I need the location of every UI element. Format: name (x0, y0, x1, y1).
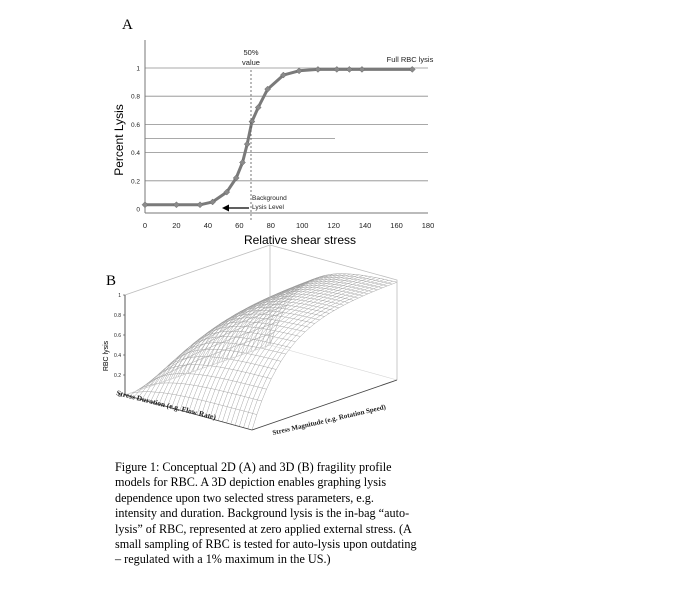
chart-a-axes: 0 0.2 0.4 0.6 0.8 1 0 20 40 60 80 100 120 140 160 180 Re… (112, 40, 434, 247)
caption-line: models for RBC. A 3D depiction enables g… (115, 475, 387, 490)
surface-mesh-line (196, 273, 343, 415)
chart-a-grid (145, 67, 428, 182)
surface-mesh-line (243, 280, 389, 428)
x-tick-label: 160 (390, 221, 403, 230)
figure-caption: Figure 1: Conceptual 2D (A) and 3D (B) f… (115, 460, 435, 568)
surface-mesh-line (235, 286, 364, 357)
surface-mesh-line (158, 284, 304, 405)
surface-mesh-line (133, 321, 279, 398)
x-tick-label: 80 (267, 221, 275, 230)
y-tick-label: 0.4 (131, 150, 140, 157)
data-point (264, 85, 271, 93)
z-tick-label: 0.8 (114, 313, 121, 319)
z-axis-label: RBC lysis (103, 340, 110, 371)
background-label: Background (252, 195, 287, 202)
data-point (314, 66, 322, 73)
surface-mesh-line (153, 349, 282, 386)
y-tick-label: 0 (136, 207, 140, 214)
x-axis-label: Relative shear stress (244, 233, 356, 247)
data-point (346, 66, 353, 73)
surface-mesh-line (269, 273, 398, 346)
box-back-edge (124, 244, 398, 380)
surface-mesh-line (149, 356, 277, 387)
panel-b-letter: B (106, 273, 117, 289)
x-tick-label: 60 (235, 221, 243, 230)
y-tick-label: 1 (136, 66, 140, 73)
chart-a-series (141, 66, 416, 209)
surface-mesh-line (245, 282, 373, 354)
surface-mesh-line (247, 280, 393, 429)
surface-mesh-line (239, 279, 385, 427)
data-point (295, 67, 303, 75)
fifty-percent-label: value (242, 58, 260, 67)
x-tick-label: 180 (422, 221, 435, 230)
z-tick-label: 0.4 (114, 353, 121, 359)
surface-mesh-line (226, 291, 354, 361)
data-point (209, 198, 216, 206)
surface-mesh-line (234, 278, 381, 426)
chart-a-annotations: 50%value Full RBC lysis Background Lysis Le… (222, 48, 434, 222)
magnitude-axis-label: Stress Magnitude (e.g. Rotation Speed) (272, 403, 388, 437)
data-point (408, 66, 416, 73)
caption-line: small sampling of RBC is tested for auto… (115, 537, 417, 552)
duration-axis-line (124, 394, 253, 431)
y-tick-label: 0.2 (131, 178, 140, 185)
data-point (196, 201, 204, 209)
data-point (141, 201, 149, 209)
fifty-percent-label: 50% (243, 48, 258, 57)
background-arrow-head (222, 204, 229, 212)
surface-mesh-line (251, 281, 398, 431)
data-point (358, 66, 366, 73)
data-point (243, 140, 251, 148)
caption-line: Figure 1: Conceptual 2D (A) and 3D (B) f… (115, 460, 392, 474)
surface-mesh-line (154, 288, 300, 404)
x-tick-label: 20 (172, 221, 180, 230)
x-tick-label: 40 (204, 221, 212, 230)
caption-line: lysis” of RBC, represented at zero appli… (115, 521, 412, 536)
y-tick-label: 0.6 (131, 122, 140, 129)
data-point (280, 71, 287, 79)
surface-mesh-line (179, 275, 326, 411)
caption-line: dependence upon two selected stress para… (115, 490, 374, 505)
background-label: Lysis Level (252, 204, 284, 211)
surface-mesh-line (260, 277, 388, 349)
z-tick-label: 1 (118, 293, 121, 299)
surface-mesh-line (175, 276, 321, 410)
x-tick-label: 100 (296, 221, 309, 230)
y-axis-label: Percent Lysis (112, 104, 126, 176)
data-point (223, 188, 231, 196)
data-point (248, 118, 256, 125)
surface-mesh-line (221, 293, 349, 362)
data-point (239, 159, 246, 166)
surface-mesh-line (205, 273, 351, 418)
z-tick-label: 0 (118, 393, 121, 399)
data-point (254, 104, 262, 111)
surface-mesh-line (182, 317, 311, 376)
data-point (173, 201, 180, 209)
z-tick-label: 0.6 (114, 333, 121, 339)
box-floor-edge (124, 344, 271, 396)
surface-mesh-line (250, 280, 378, 352)
box-floor-edge (269, 344, 398, 381)
caption-line: intensity and duration. Background lysis… (115, 506, 410, 521)
surface-mesh-line (255, 278, 383, 351)
data-point (232, 174, 240, 182)
full-lysis-label: Full RBC lysis (387, 55, 434, 64)
y-tick-label: 0.8 (131, 94, 140, 101)
x-tick-label: 120 (327, 221, 340, 230)
x-tick-label: 0 (143, 221, 147, 230)
x-tick-label: 140 (359, 221, 372, 230)
data-point (333, 66, 341, 73)
surface-mesh-line (226, 276, 372, 424)
panel-a-letter: A (122, 17, 133, 33)
z-tick-label: 0.2 (114, 373, 121, 379)
surface-mesh-line (264, 275, 393, 347)
magnitude-axis-line (251, 379, 398, 431)
caption-line: – regulated with a 1% maximum in the US.… (115, 552, 331, 567)
